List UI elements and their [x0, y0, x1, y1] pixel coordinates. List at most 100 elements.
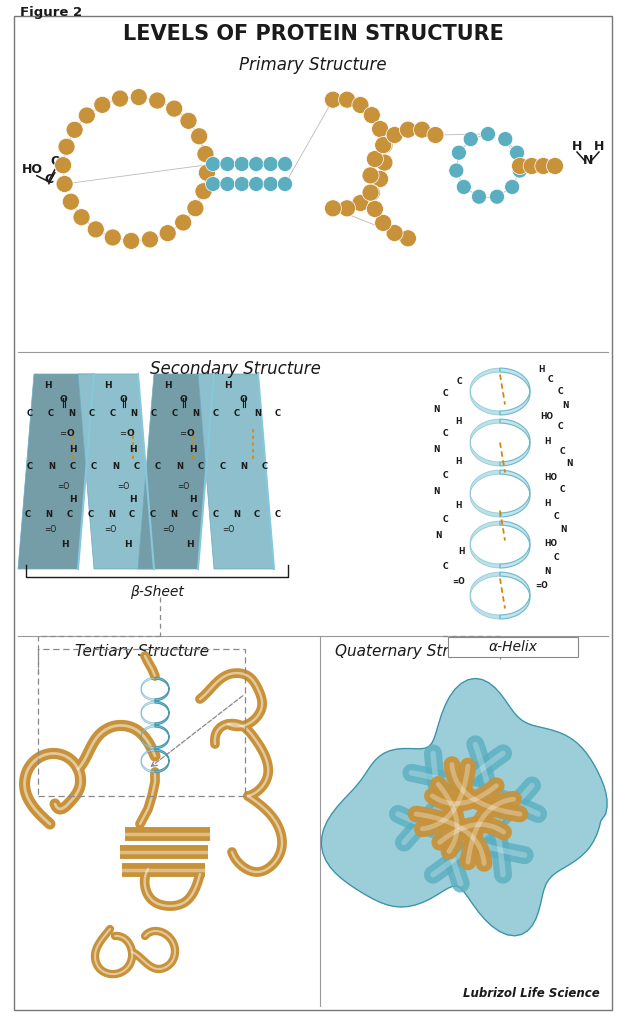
Circle shape [414, 121, 431, 138]
Circle shape [362, 184, 379, 201]
Text: H: H [456, 501, 462, 510]
Text: H: H [538, 365, 545, 374]
Circle shape [195, 182, 212, 200]
Text: N: N [45, 510, 53, 519]
Circle shape [66, 121, 83, 138]
Circle shape [159, 224, 176, 242]
Circle shape [87, 221, 105, 238]
Text: =O: =O [162, 525, 174, 534]
Text: H: H [129, 495, 137, 504]
Polygon shape [141, 701, 155, 725]
Circle shape [198, 164, 215, 181]
Text: Primary Structure: Primary Structure [239, 56, 387, 74]
Text: C: C [150, 510, 156, 519]
Text: H: H [186, 540, 194, 549]
Circle shape [220, 157, 235, 171]
Text: N: N [560, 525, 567, 534]
Circle shape [277, 176, 292, 191]
Circle shape [205, 157, 220, 171]
Circle shape [94, 96, 111, 114]
Text: C: C [66, 510, 73, 519]
Text: =O: =O [117, 482, 129, 490]
Circle shape [277, 157, 292, 171]
Text: C: C [443, 562, 448, 571]
Text: N: N [583, 154, 593, 167]
Text: C: C [254, 510, 260, 519]
Text: C: C [443, 515, 448, 524]
Circle shape [249, 157, 264, 171]
Circle shape [375, 214, 392, 231]
Text: C: C [44, 173, 53, 185]
Text: =O: =O [177, 482, 189, 490]
Text: O: O [239, 395, 247, 404]
Text: C: C [213, 409, 219, 418]
Text: O: O [119, 395, 127, 404]
Circle shape [339, 200, 356, 217]
Polygon shape [500, 521, 530, 568]
Circle shape [498, 131, 513, 146]
Text: N: N [436, 531, 442, 540]
Text: N: N [233, 510, 240, 519]
Circle shape [130, 89, 147, 105]
Text: HO: HO [544, 539, 557, 548]
Polygon shape [500, 368, 530, 415]
Circle shape [523, 158, 540, 174]
Text: Secondary Structure: Secondary Structure [150, 360, 321, 378]
Circle shape [324, 200, 341, 217]
Polygon shape [78, 374, 154, 569]
Text: H: H [594, 140, 604, 153]
Circle shape [372, 121, 389, 137]
Text: H: H [458, 547, 465, 556]
Text: C: C [443, 471, 448, 480]
Text: C: C [212, 510, 218, 519]
Text: Tertiary Structure: Tertiary Structure [75, 644, 209, 659]
Text: C: C [89, 409, 95, 418]
Circle shape [166, 100, 183, 117]
Text: C: C [275, 510, 281, 519]
Text: O: O [179, 395, 187, 404]
Text: N: N [433, 487, 440, 496]
Text: C: C [134, 462, 140, 471]
Circle shape [263, 157, 278, 171]
Circle shape [366, 151, 383, 168]
Text: C: C [443, 389, 448, 398]
Text: C: C [155, 462, 162, 471]
Text: C: C [129, 510, 135, 519]
Text: O: O [126, 429, 134, 438]
Circle shape [481, 127, 496, 141]
Circle shape [535, 158, 552, 174]
Circle shape [366, 201, 383, 217]
Text: C: C [27, 462, 33, 471]
Text: LEVELS OF PROTEIN STRUCTURE: LEVELS OF PROTEIN STRUCTURE [123, 24, 503, 44]
Text: Figure 2: Figure 2 [20, 6, 82, 19]
Circle shape [399, 121, 416, 138]
Text: N: N [566, 459, 573, 468]
Circle shape [111, 90, 128, 108]
Text: N: N [254, 409, 261, 418]
Circle shape [399, 229, 416, 247]
Circle shape [512, 163, 527, 178]
Polygon shape [141, 750, 155, 773]
Circle shape [63, 194, 80, 210]
Circle shape [363, 184, 381, 202]
Text: H: H [189, 445, 197, 454]
Text: H: H [124, 540, 132, 549]
Polygon shape [141, 725, 155, 749]
Circle shape [234, 157, 249, 171]
Circle shape [386, 224, 403, 242]
Circle shape [451, 145, 466, 160]
Circle shape [141, 231, 158, 248]
Circle shape [187, 200, 204, 217]
Text: H: H [44, 381, 52, 390]
Text: H: H [544, 437, 550, 446]
Text: H: H [456, 457, 462, 466]
Text: =: = [59, 429, 66, 438]
Text: C: C [25, 510, 31, 519]
Polygon shape [138, 374, 214, 569]
Circle shape [54, 157, 71, 174]
Circle shape [263, 176, 278, 191]
Circle shape [510, 145, 525, 160]
Text: =O: =O [222, 525, 234, 534]
Polygon shape [500, 572, 530, 618]
Circle shape [339, 91, 356, 109]
